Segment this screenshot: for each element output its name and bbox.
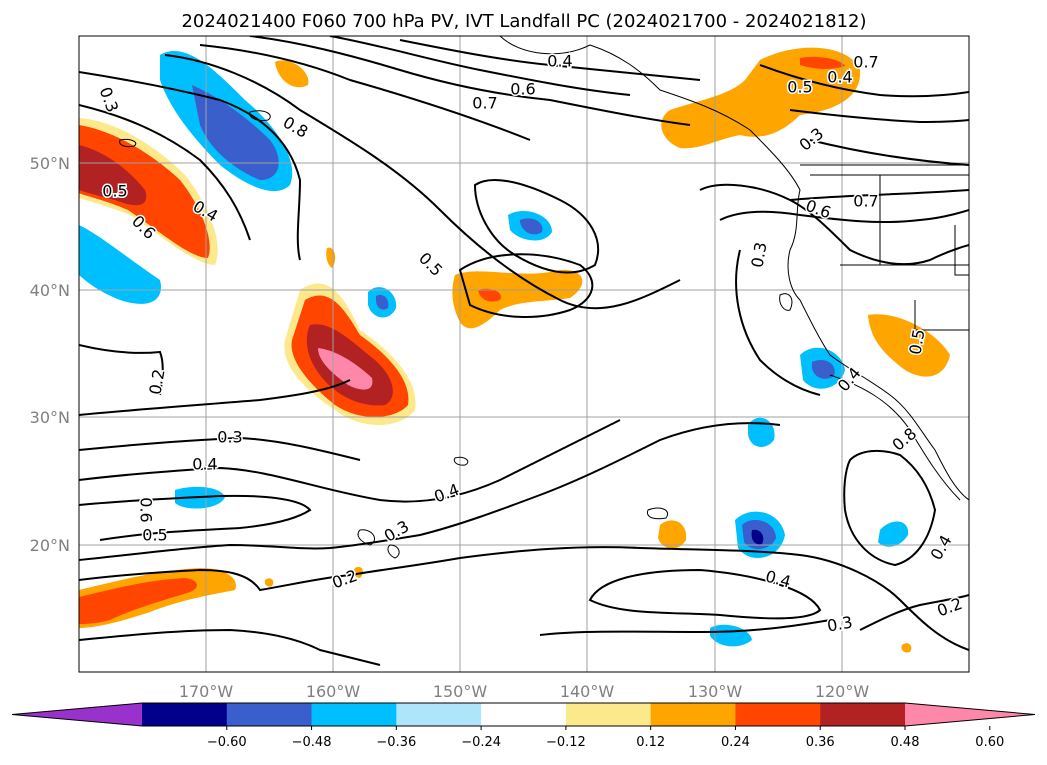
positive-anomaly-region [275, 60, 309, 88]
colorbar-outline [11, 702, 1036, 727]
colorbar-segment [142, 703, 228, 726]
negative-anomaly-region [376, 294, 389, 310]
colorbar-segment [650, 703, 736, 726]
colorbar-tick-label: 0.24 [721, 735, 750, 750]
colorbar-tick-label: 0.60 [975, 735, 1004, 750]
colorbar-segment [396, 703, 482, 726]
negative-anomaly-region [878, 521, 909, 547]
longitude-tick-label: 150°W [433, 682, 488, 701]
positive-anomaly-region [79, 145, 147, 206]
colorbar-tick-label: 0.36 [806, 735, 835, 750]
coastline-layer [119, 36, 969, 559]
positive-anomaly-region [79, 578, 197, 624]
colorbar-segment [735, 703, 821, 726]
colorbar: −0.60 −0.48 −0.36 −0.24 −0.12 0.12 0.24 0.36 0.4… [11, 702, 1036, 750]
contour-label: 0.4 [827, 68, 852, 87]
contour-label: 0.4 [547, 52, 572, 71]
positive-anomaly-region [901, 643, 912, 653]
contour-label: 0.5 [787, 78, 812, 97]
colorbar-segment [226, 703, 313, 726]
positive-anomaly-region [353, 566, 363, 578]
colorbar-segment [820, 703, 906, 726]
contour-label: 0.5 [905, 328, 928, 356]
latitude-tick-label: 40°N [30, 281, 70, 300]
map-frame [78, 35, 970, 673]
contour-label: 0.6 [510, 80, 535, 99]
contour-label: 0.5 [142, 526, 167, 545]
colorbar-tick-label: −0.60 [207, 735, 247, 750]
negative-anomaly-region [748, 417, 775, 447]
colorbar-tick-label: −0.12 [546, 735, 586, 750]
positive-anomaly-region [452, 269, 583, 329]
colorbar-segment [565, 703, 652, 726]
contour-label: 0.6 [137, 497, 156, 522]
positive-anomaly-region [318, 348, 373, 390]
longitude-tick-label: 130°W [688, 682, 743, 701]
colorbar-tick-label: 0.48 [891, 735, 920, 750]
positive-anomaly-region [661, 47, 861, 149]
negative-anomaly-region [751, 529, 764, 545]
figure-title: 2024021400 F060 700 hPa PV, IVT Landfall… [181, 11, 866, 32]
negative-anomaly-region [812, 359, 835, 379]
contour-label: 0.3 [826, 612, 854, 635]
contour-label: 0.5 [102, 182, 127, 201]
colorbar-extension-max [905, 703, 1035, 726]
latitude-tick-label: 30°N [30, 408, 70, 427]
longitude-tick-label: 160°W [306, 682, 361, 701]
contour-label: 0.4 [192, 455, 217, 474]
colorbar-extension-min [12, 703, 142, 726]
colorbar-tick-label: 0.12 [636, 735, 665, 750]
contour-label: 0.7 [853, 53, 878, 72]
positive-anomaly-region [868, 314, 950, 377]
positive-anomaly-region [800, 56, 845, 69]
longitude-ticks: 170°W 160°W 150°W 140°W 130°W 120°W [179, 682, 870, 701]
longitude-tick-label: 120°W [815, 682, 870, 701]
colorbar-segment [481, 703, 567, 726]
negative-anomaly-region [520, 218, 543, 235]
positive-anomaly-region [478, 288, 501, 302]
colorbar-tick-label: −0.36 [376, 735, 416, 750]
contour-label: 0.3 [217, 428, 242, 447]
pv-contour-layer [79, 36, 969, 666]
contour-label: 0.7 [853, 192, 878, 211]
latitude-ticks: 50°N 40°N 30°N 20°N [30, 154, 70, 555]
longitude-tick-label: 140°W [560, 682, 615, 701]
latitude-tick-label: 50°N [30, 154, 70, 173]
colorbar-segment [311, 703, 397, 726]
colorbar-tick-label: −0.24 [461, 735, 501, 750]
pv-shading-layer [79, 47, 950, 653]
negative-anomaly-region [192, 85, 279, 180]
negative-anomaly-region [79, 225, 161, 304]
longitude-tick-label: 170°W [179, 682, 234, 701]
positive-anomaly-region [658, 520, 687, 549]
positive-anomaly-region [264, 578, 274, 587]
latitude-tick-label: 20°N [30, 536, 70, 555]
colorbar-tick-label: −0.48 [292, 735, 332, 750]
contour-label: 0.7 [472, 94, 497, 113]
